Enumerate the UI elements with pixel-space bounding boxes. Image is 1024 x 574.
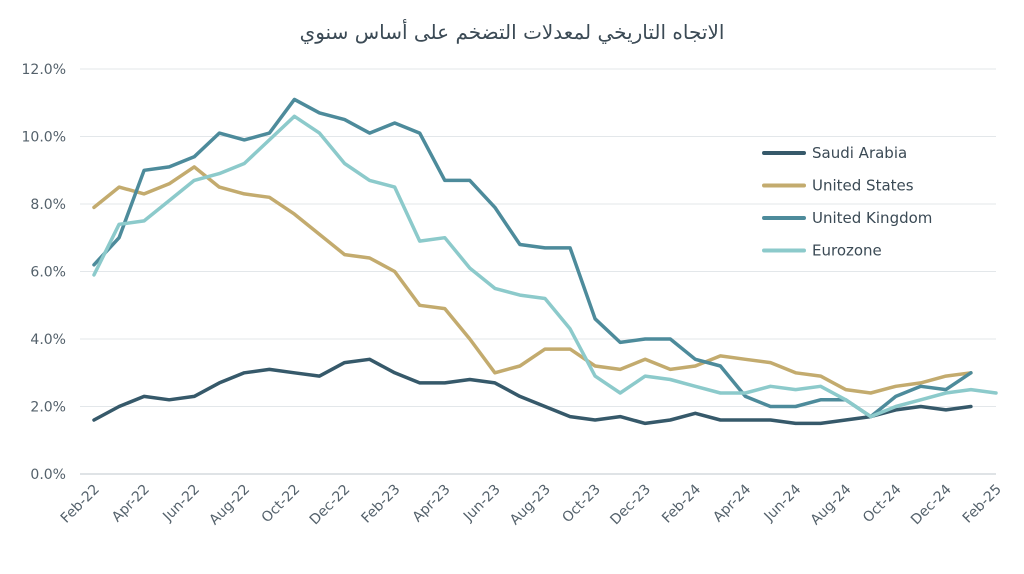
- legend-label: Saudi Arabia: [812, 144, 907, 162]
- chart-title: الاتجاه التاريخي لمعدلات التضخم على أساس…: [299, 20, 725, 44]
- y-tick-label: 0.0%: [30, 467, 66, 483]
- y-axis-ticks: 0.0% 2.0% 4.0% 6.0% 8.0% 10.0% 12.0%: [22, 62, 66, 483]
- series-line-saudi-arabia: [92, 357, 973, 426]
- x-tick-label: Jun-24: [761, 481, 805, 525]
- legend-label: Eurozone: [812, 242, 882, 260]
- x-tick-label: Feb-22: [58, 482, 103, 527]
- y-tick-label: 2.0%: [30, 400, 66, 416]
- x-axis-ticks: Feb-22 Apr-22 Jun-22 Aug-22 Oct-22 Dec-22 Feb-…: [58, 481, 1005, 528]
- series-lines: [92, 97, 998, 426]
- x-tick-label: Aug-23: [507, 482, 554, 529]
- x-tick-label: Aug-22: [206, 482, 253, 529]
- legend-label: United States: [812, 177, 914, 195]
- legend-label: United Kingdom: [812, 209, 932, 227]
- x-tick-label: Feb-24: [659, 481, 704, 526]
- x-tick-label: Oct-22: [259, 482, 304, 527]
- legend: Saudi Arabia United States United Kingdom E…: [762, 144, 932, 260]
- y-tick-label: 6.0%: [30, 265, 66, 281]
- x-tick-label: Apr-23: [410, 482, 454, 526]
- grid-lines: [80, 68, 996, 475]
- x-tick-label: Oct-24: [860, 481, 905, 526]
- x-tick-label: Apr-24: [710, 481, 754, 525]
- x-tick-label: Apr-22: [109, 482, 153, 526]
- y-tick-label: 12.0%: [22, 62, 66, 78]
- x-tick-label: Dec-24: [908, 481, 955, 528]
- series-line-united-states: [92, 165, 973, 395]
- y-tick-label: 4.0%: [30, 332, 66, 348]
- series-line-united-kingdom: [92, 97, 973, 419]
- series-line-eurozone: [92, 114, 998, 419]
- x-tick-label: Jun-22: [159, 482, 203, 526]
- y-tick-label: 8.0%: [30, 197, 66, 213]
- y-tick-label: 10.0%: [22, 130, 66, 146]
- x-tick-label: Feb-23: [358, 482, 403, 527]
- x-tick-label: Dec-23: [607, 482, 654, 529]
- x-tick-label: Aug-24: [808, 481, 855, 528]
- x-tick-label: Feb-25: [960, 482, 1005, 527]
- x-tick-label: Dec-22: [307, 482, 354, 529]
- x-tick-label: Jun-23: [460, 482, 504, 526]
- x-tick-label: Oct-23: [559, 482, 604, 527]
